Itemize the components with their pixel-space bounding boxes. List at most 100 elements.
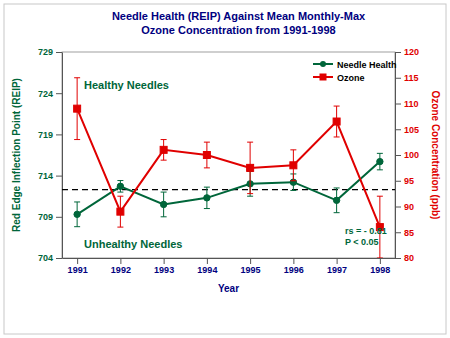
tick-label: 85 <box>404 228 414 238</box>
tick-mark <box>395 232 401 233</box>
tick-mark <box>337 258 338 264</box>
tick: 95 <box>395 176 414 186</box>
tick-label: 719 <box>38 130 53 140</box>
legend-marker <box>320 61 326 67</box>
tick: 729 <box>38 47 62 57</box>
error-bar <box>74 78 80 140</box>
tick-mark <box>395 129 401 130</box>
error-bar <box>247 142 253 194</box>
tick-mark <box>395 155 401 156</box>
error-cap <box>74 201 80 202</box>
error-cap <box>334 187 340 188</box>
tick-label: 1997 <box>327 265 347 275</box>
error-cap <box>334 136 340 137</box>
error-bar <box>290 150 296 181</box>
error-cap <box>117 192 123 193</box>
error-cap <box>204 167 210 168</box>
tick-mark <box>56 52 62 53</box>
marker <box>160 201 166 207</box>
tick: 115 <box>395 73 419 83</box>
tick-mark <box>395 78 401 79</box>
error-cap <box>247 196 253 197</box>
tick: 1993 <box>154 258 174 275</box>
tick-label: 110 <box>404 99 419 109</box>
tick-mark <box>56 134 62 135</box>
tick: 704 <box>38 253 62 263</box>
error-cap <box>377 258 383 259</box>
tick: 714 <box>38 171 62 181</box>
marker <box>74 105 81 112</box>
annotation: Unhealthy Needles <box>84 238 182 250</box>
tick-label: 709 <box>38 212 53 222</box>
error-bar <box>74 202 80 227</box>
marker <box>333 118 340 125</box>
series-line <box>77 162 380 215</box>
error-cap <box>334 212 340 213</box>
tick-mark <box>120 258 121 264</box>
plot-frame <box>62 52 395 258</box>
error-cap <box>290 190 296 191</box>
x-axis-title: Year <box>218 283 239 294</box>
y-axis-title: Red Edge Inflection Point (REIP) <box>11 78 22 232</box>
tick-mark <box>56 217 62 218</box>
tick-mark <box>395 104 401 105</box>
marker <box>160 146 167 153</box>
marker <box>203 152 210 159</box>
y-axis: 704709714719724729 <box>38 47 63 263</box>
error-cap <box>247 193 253 194</box>
tick-label: 80 <box>404 253 414 263</box>
error-cap <box>204 208 210 209</box>
tick-label: 1995 <box>241 265 261 275</box>
marker <box>74 211 80 217</box>
tick-label: 1996 <box>284 265 304 275</box>
marker <box>204 195 210 201</box>
tick: 1995 <box>241 258 261 275</box>
chart: Needle Health (REIP) Against Mean Monthl… <box>0 0 450 338</box>
tick-label: 90 <box>404 202 414 212</box>
tick-label: 1998 <box>370 265 390 275</box>
error-cap <box>290 149 296 150</box>
error-cap <box>161 139 167 140</box>
error-bar <box>334 106 340 137</box>
tick: 100 <box>395 150 419 160</box>
tick-mark <box>250 258 251 264</box>
tick-label: 120 <box>404 47 419 57</box>
x-axis: 19911992199319941995199619971998 <box>63 258 396 275</box>
error-bar <box>204 187 210 208</box>
tick-mark <box>164 258 165 264</box>
error-bar <box>204 142 210 168</box>
tick-label: 729 <box>38 47 53 57</box>
error-bar <box>117 181 123 193</box>
tick: 719 <box>38 130 62 140</box>
tick-mark <box>395 207 401 208</box>
error-cap <box>117 180 123 181</box>
error-bar <box>161 140 167 161</box>
annotation: rs = - 0.81 <box>345 226 387 236</box>
legend: Needle HealthOzone <box>313 60 397 83</box>
axis-line <box>62 53 63 259</box>
tick: 80 <box>395 253 414 263</box>
tick-mark <box>395 181 401 182</box>
tick-label: 115 <box>404 73 419 83</box>
y2-axis-title: Ozone Concentration (ppb) <box>430 91 441 220</box>
error-bar <box>117 196 123 227</box>
error-cap <box>377 153 383 154</box>
tick-mark <box>56 176 62 177</box>
annotation: Healthy Needles <box>84 79 169 91</box>
legend-marker <box>320 74 327 81</box>
tick: 1994 <box>197 258 217 275</box>
error-bar <box>161 192 167 217</box>
background <box>4 4 446 334</box>
tick-label: 1993 <box>154 265 174 275</box>
marker <box>117 183 123 189</box>
tick-label: 1994 <box>197 265 217 275</box>
tick-label: 704 <box>38 253 53 263</box>
tick: 105 <box>395 125 419 135</box>
error-bar <box>377 153 383 169</box>
error-cap <box>247 142 253 143</box>
error-cap <box>74 226 80 227</box>
tick-mark <box>380 258 381 264</box>
error-cap <box>204 142 210 143</box>
error-cap <box>204 187 210 188</box>
tick-mark <box>395 52 401 53</box>
